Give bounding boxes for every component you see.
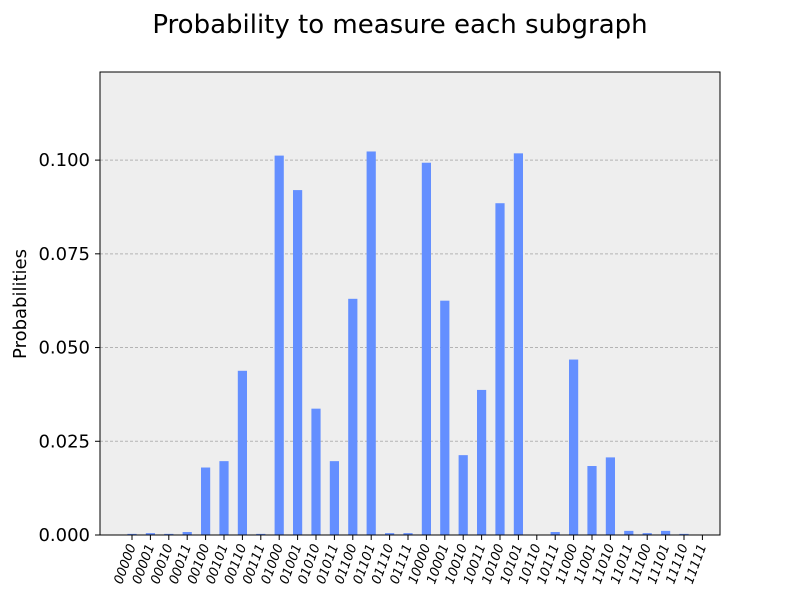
bar-01011 — [329, 461, 339, 535]
bar-01101 — [366, 151, 376, 535]
bar-00111 — [256, 533, 266, 535]
bar-00010 — [164, 533, 174, 535]
bars — [127, 151, 689, 536]
bar-11000 — [569, 359, 579, 535]
grid-lines — [100, 159, 720, 442]
bar-11001 — [587, 466, 597, 535]
y-tick-label: 0.050 — [38, 338, 90, 359]
y-tick-label: 0.100 — [38, 150, 90, 171]
x-axis-ticks: 0000000001000100001100100001010011000111… — [112, 535, 710, 586]
bar-01110 — [385, 533, 395, 535]
bar-10111 — [550, 532, 560, 535]
bar-00000 — [127, 533, 137, 535]
bar-01000 — [274, 155, 284, 536]
y-axis-ticks: 0.000 0.025 0.050 0.075 0.100 — [38, 150, 100, 546]
y-tick-label: 0.025 — [38, 431, 90, 452]
bar-11100 — [642, 533, 652, 535]
y-axis-label: Probabilities — [10, 249, 31, 359]
bar-11010 — [605, 457, 615, 535]
bar-01001 — [293, 190, 303, 535]
bar-10101 — [513, 153, 523, 536]
bar-00110 — [237, 370, 247, 535]
bar-10011 — [477, 389, 487, 535]
bar-11011 — [624, 530, 634, 535]
bar-11101 — [661, 530, 671, 535]
chart-title: Probability to measure each subgraph — [152, 10, 647, 40]
bar-01010 — [311, 408, 321, 535]
plot-frame — [99, 71, 721, 536]
bar-10010 — [458, 455, 468, 535]
plot-area — [100, 72, 720, 535]
y-tick-label: 0.000 — [38, 525, 90, 546]
bar-01111 — [403, 533, 413, 535]
bar-00011 — [182, 532, 192, 535]
y-tick-label: 0.075 — [38, 244, 90, 265]
bar-10001 — [440, 300, 450, 535]
bar-10000 — [421, 162, 431, 535]
bar-01100 — [348, 298, 358, 535]
bar-00101 — [219, 461, 229, 535]
bar-00100 — [201, 467, 211, 535]
bar-11110 — [679, 533, 689, 535]
bar-10100 — [495, 203, 505, 535]
bar-00001 — [145, 533, 155, 535]
